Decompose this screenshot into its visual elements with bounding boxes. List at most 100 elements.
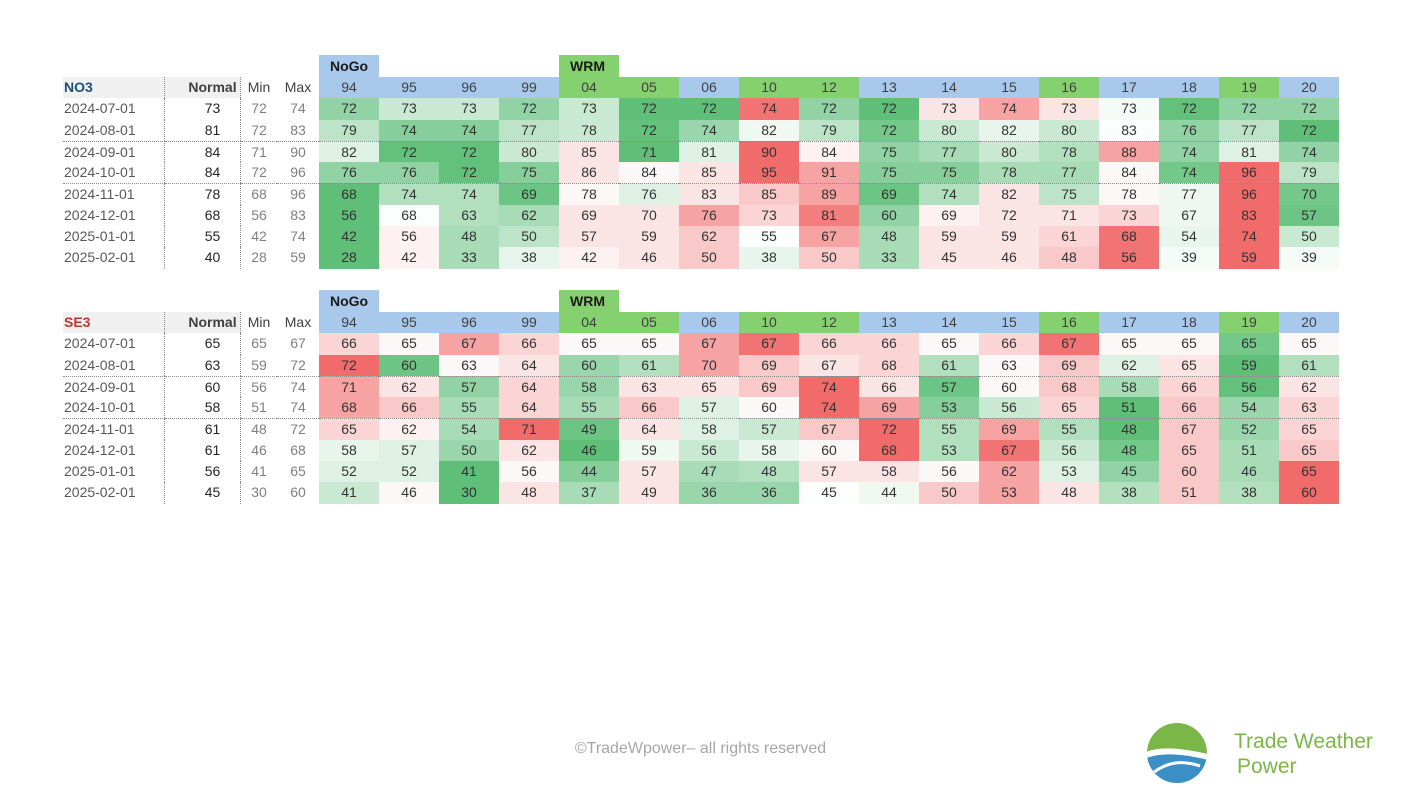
value-cell: 46 <box>379 482 439 504</box>
normal-cell: 58 <box>165 397 241 419</box>
value-cell: 38 <box>499 247 559 269</box>
value-cell: 62 <box>499 439 559 462</box>
value-cell: 76 <box>679 204 739 227</box>
region-label: NO3 <box>63 77 165 99</box>
value-cell: 72 <box>319 354 379 376</box>
brand-name: Trade Weather Power <box>1234 729 1373 779</box>
date-cell: 2024-12-01 <box>63 439 165 462</box>
value-cell: 48 <box>1099 439 1159 462</box>
year-header: 18 <box>1159 312 1219 334</box>
value-cell: 82 <box>319 140 379 163</box>
value-cell: 90 <box>739 140 799 163</box>
year-header: 12 <box>799 77 859 99</box>
value-cell: 67 <box>1159 418 1219 440</box>
value-cell: 59 <box>619 226 679 248</box>
value-cell: 72 <box>379 140 439 163</box>
max-cell: 74 <box>277 375 319 397</box>
value-cell: 65 <box>1219 333 1279 355</box>
value-cell: 48 <box>859 226 919 248</box>
normal-cell: 61 <box>165 418 241 440</box>
value-cell: 74 <box>1279 140 1339 163</box>
year-header: 04 <box>559 77 619 99</box>
value-cell: 71 <box>619 140 679 163</box>
value-cell: 74 <box>679 119 739 141</box>
value-cell: 66 <box>799 333 859 355</box>
table-row: 2024-09-01 84 71 90 82 72 72 80 85 71 81 90 84 75 77 80… <box>63 140 1339 163</box>
date-cell: 2024-11-01 <box>63 418 165 440</box>
normal-cell: 78 <box>165 183 241 205</box>
value-cell: 69 <box>559 204 619 227</box>
normal-cell: 84 <box>165 162 241 184</box>
min-cell: 48 <box>241 418 277 439</box>
normal-header: Normal <box>165 312 241 334</box>
min-cell: 71 <box>241 140 277 162</box>
value-cell: 67 <box>799 354 859 376</box>
year-header: 95 <box>379 312 439 334</box>
value-cell: 65 <box>559 333 619 355</box>
value-cell: 66 <box>859 333 919 355</box>
value-cell: 72 <box>439 140 499 163</box>
value-cell: 36 <box>679 482 739 504</box>
normal-cell: 55 <box>165 226 241 248</box>
min-cell: 56 <box>251 206 267 223</box>
value-cell: 96 <box>1219 183 1279 205</box>
value-cell: 57 <box>799 461 859 483</box>
min-cell: 28 <box>251 249 267 266</box>
value-cell: 58 <box>679 418 739 440</box>
value-cell: 74 <box>1159 162 1219 184</box>
value-cell: 51 <box>1219 439 1279 462</box>
value-cell: 95 <box>739 162 799 184</box>
value-cell: 48 <box>739 461 799 483</box>
value-cell: 80 <box>979 140 1039 163</box>
value-cell: 38 <box>739 247 799 269</box>
value-cell: 73 <box>919 98 979 120</box>
date-cell: 2024-07-01 <box>63 333 165 355</box>
value-cell: 57 <box>679 397 739 419</box>
table-row: 2024-12-01 61 46 68 58 57 50 62 46 59 56 58 60 68 53 67… <box>63 439 1339 462</box>
min-cell: 41 <box>251 463 267 480</box>
value-cell: 38 <box>1099 482 1159 504</box>
value-cell: 50 <box>1279 226 1339 248</box>
value-cell: 62 <box>499 204 559 227</box>
year-header: 04 <box>559 312 619 334</box>
value-cell: 72 <box>619 98 679 120</box>
value-cell: 58 <box>739 439 799 462</box>
value-cell: 62 <box>379 375 439 398</box>
no3-table: NoGo WRM NO3 Normal Min Max 94 95 96 99 04 05 06 10 12… <box>63 55 1339 269</box>
max-cell: 74 <box>290 228 306 245</box>
value-cell: 57 <box>619 461 679 483</box>
date-cell: 2024-08-01 <box>63 354 165 376</box>
value-cell: 74 <box>799 375 859 398</box>
year-header: 05 <box>619 77 679 99</box>
value-cell: 53 <box>979 482 1039 504</box>
value-cell: 66 <box>619 397 679 419</box>
table-row: 2024-10-01 84 72 96 76 76 72 75 86 84 85 95 91 75 75 78… <box>63 162 1339 184</box>
value-cell: 39 <box>1279 247 1339 269</box>
value-cell: 60 <box>739 397 799 419</box>
value-cell: 62 <box>1279 375 1339 398</box>
value-cell: 73 <box>439 98 499 120</box>
value-cell: 84 <box>799 140 859 163</box>
value-cell: 67 <box>1039 333 1099 355</box>
value-cell: 57 <box>439 375 499 398</box>
value-cell: 69 <box>859 183 919 205</box>
value-cell: 53 <box>1039 461 1099 483</box>
value-cell: 44 <box>859 482 919 504</box>
value-cell: 56 <box>1219 375 1279 398</box>
value-cell: 74 <box>439 183 499 205</box>
value-cell: 62 <box>1099 354 1159 376</box>
value-cell: 60 <box>979 375 1039 398</box>
date-cell: 2024-09-01 <box>63 375 165 398</box>
value-cell: 67 <box>739 333 799 355</box>
value-cell: 54 <box>439 418 499 440</box>
value-cell: 55 <box>739 226 799 248</box>
year-header: 13 <box>859 312 919 334</box>
value-cell: 74 <box>379 183 439 205</box>
normal-cell: 68 <box>165 204 241 227</box>
value-cell: 72 <box>1279 119 1339 141</box>
value-cell: 76 <box>379 162 439 184</box>
value-cell: 78 <box>1099 183 1159 205</box>
value-cell: 53 <box>919 397 979 419</box>
value-cell: 70 <box>1279 183 1339 205</box>
value-cell: 68 <box>379 204 439 227</box>
